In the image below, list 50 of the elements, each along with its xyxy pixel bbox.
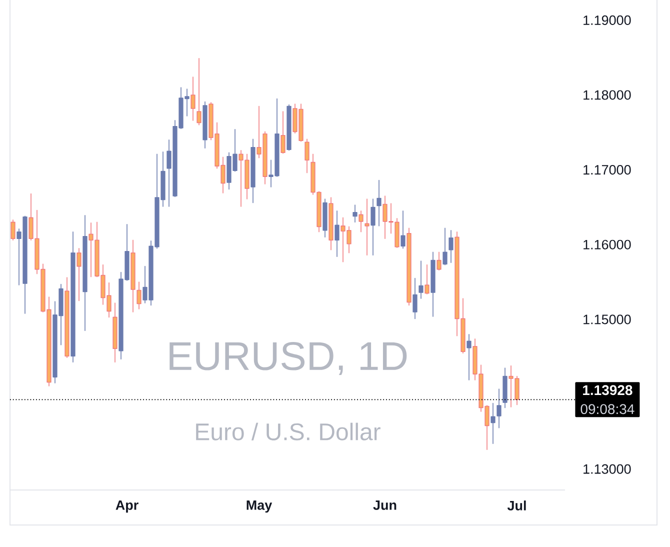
candlestick <box>70 232 76 362</box>
candlestick <box>364 198 370 256</box>
candlestick <box>376 180 382 226</box>
candlestick <box>370 198 376 256</box>
ref-line-label: 1.13928 <box>583 385 632 396</box>
candlestick <box>76 248 82 302</box>
y-tick-label: 1.19000 <box>584 15 631 25</box>
candlestick <box>64 277 70 358</box>
candlestick <box>358 210 364 232</box>
candlestick <box>322 198 328 238</box>
y-tick-label: 1.15000 <box>584 314 631 324</box>
candlestick <box>424 264 430 294</box>
y-tick-label: 1.17000 <box>584 165 631 175</box>
candlestick <box>250 138 256 204</box>
x-tick-label: May <box>246 500 272 513</box>
candlestick <box>490 402 496 444</box>
x-tick-label: Jul <box>507 500 526 510</box>
candlestick <box>112 302 118 362</box>
candlestick <box>286 104 292 151</box>
candlestick <box>400 210 406 249</box>
text: 09:08:34 <box>580 404 634 414</box>
candlestick <box>412 278 418 320</box>
text: Euro / U.S. Dollar <box>196 422 380 440</box>
text: EURUSD, 1D <box>170 342 407 376</box>
candlestick <box>406 228 412 306</box>
candlestick <box>436 252 442 270</box>
candlestick <box>82 215 88 332</box>
candlestick <box>418 260 424 299</box>
candlestick <box>352 204 358 223</box>
y-tick-label: 1.18000 <box>584 90 631 100</box>
candlestick <box>202 101 208 149</box>
x-tick-label: Apr <box>116 500 138 513</box>
candlestick <box>442 228 448 266</box>
candlestick <box>430 252 436 317</box>
candlestick <box>466 334 472 380</box>
candlestick <box>334 210 340 257</box>
candlestick <box>448 230 454 263</box>
candlestick <box>304 138 310 174</box>
candlestick <box>10 220 16 241</box>
y-tick-label: 1.13000 <box>584 464 631 474</box>
candlestick <box>502 368 508 408</box>
candlestick <box>136 282 142 310</box>
candlestick <box>496 388 502 428</box>
candlestick <box>328 197 334 250</box>
candlestick <box>196 58 202 126</box>
y-tick-label: 1.16000 <box>584 240 631 250</box>
x-tick-label: Jun <box>373 500 396 510</box>
candlestick <box>280 111 286 154</box>
candlestick <box>190 76 196 121</box>
candlestick <box>130 240 136 312</box>
